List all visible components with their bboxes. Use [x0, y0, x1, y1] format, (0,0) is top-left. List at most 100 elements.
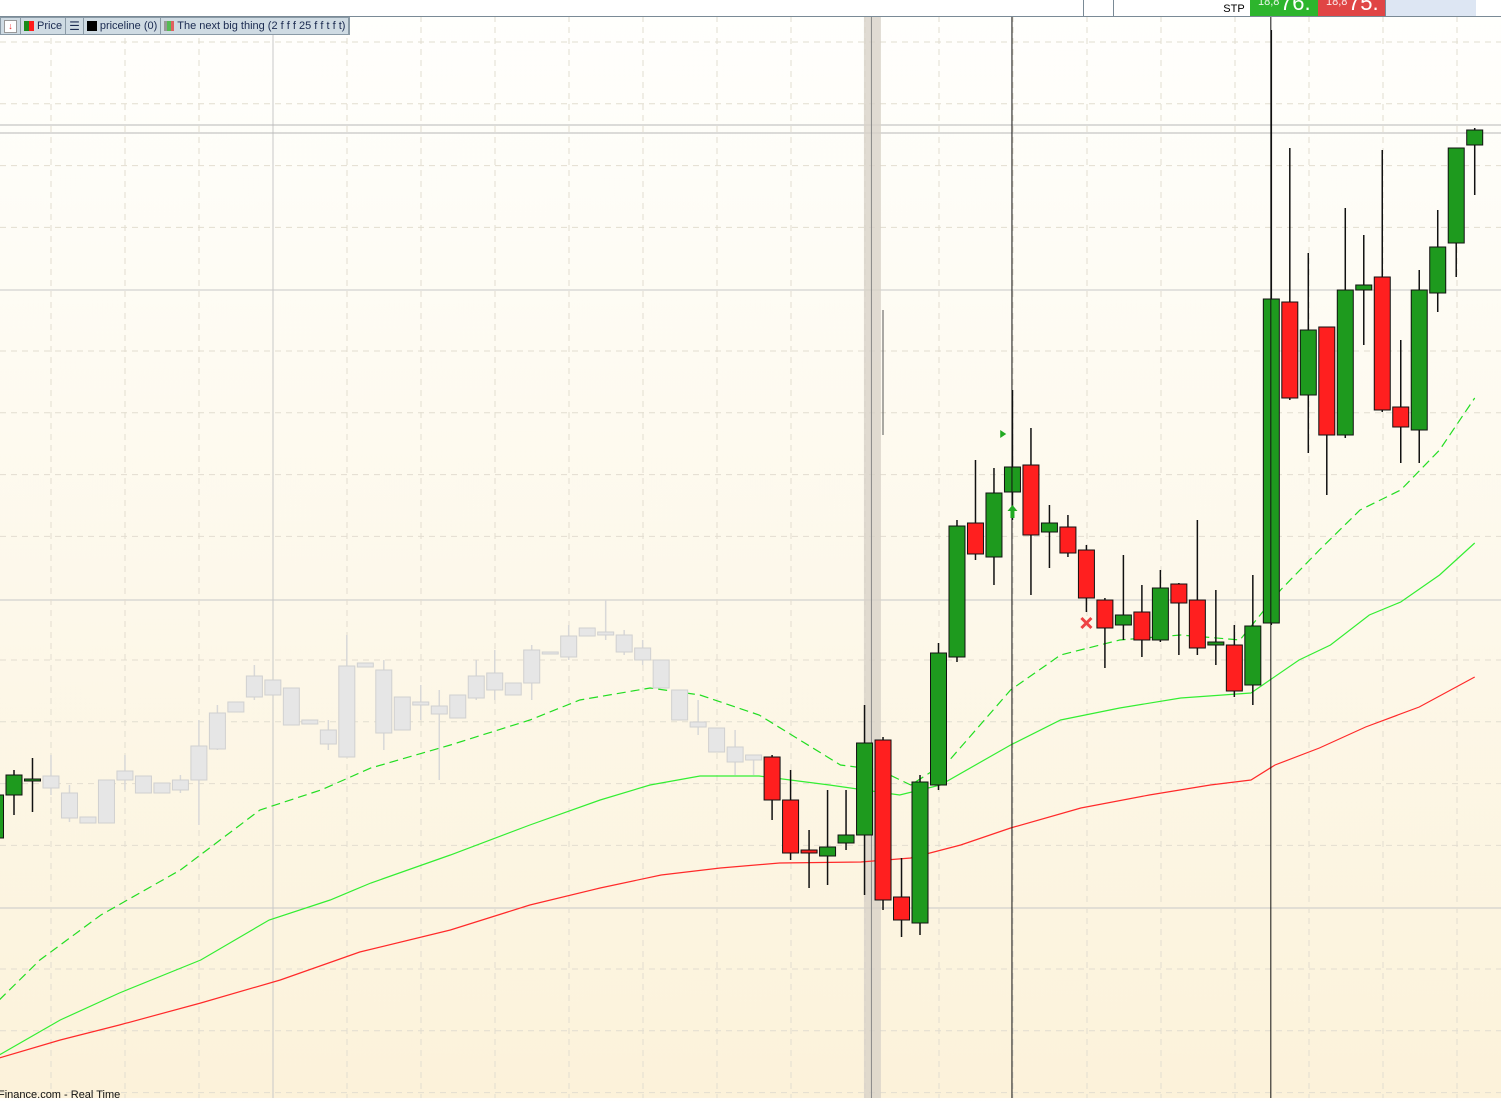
- multi-swatch-icon: [164, 21, 175, 31]
- arrow-down-icon: ↓: [4, 19, 17, 33]
- candle-body: [689, 721, 707, 728]
- toolbar-panel[interactable]: [1385, 0, 1476, 16]
- candle-body: [874, 739, 892, 901]
- candle-body: [0, 794, 5, 839]
- candle-body: [1188, 599, 1206, 649]
- top-toolbar: STP 18,8 76. 18,8 75.: [0, 0, 1501, 17]
- candle-body: [966, 522, 984, 555]
- candle-body: [190, 745, 208, 781]
- legend-item-priceline[interactable]: priceline (0): [84, 18, 162, 34]
- candle-body: [227, 701, 245, 713]
- candle-body: [153, 782, 171, 794]
- candle-body: [578, 627, 596, 637]
- candle-body: [597, 631, 615, 636]
- candle-body: [615, 634, 633, 653]
- moving-average-line-1: [0, 542, 1476, 1056]
- candle-body: [837, 834, 855, 844]
- candle-body: [282, 687, 300, 726]
- candle-body: [1429, 246, 1447, 294]
- candle-body: [245, 675, 263, 698]
- indicator-list-button[interactable]: ☰: [66, 18, 84, 34]
- buy-button[interactable]: 18,8 75.: [1318, 0, 1385, 16]
- candle-body: [1040, 522, 1058, 533]
- candle-body: [652, 659, 670, 689]
- candle-body: [948, 525, 966, 658]
- candle-body: [930, 652, 947, 786]
- moving-average-line-0: [0, 397, 1476, 1001]
- collapse-legend-button[interactable]: ↓: [1, 18, 21, 34]
- candle-body: [467, 675, 485, 699]
- candle-body: [356, 662, 374, 668]
- candle-body: [1373, 276, 1391, 411]
- order-type-label: STP: [1223, 3, 1245, 15]
- candle-body: [375, 669, 393, 734]
- candle-body: [23, 778, 41, 782]
- candle-body: [985, 492, 1003, 558]
- candle-body: [171, 779, 189, 791]
- list-icon: ☰: [69, 19, 80, 33]
- candle-body: [60, 792, 78, 819]
- candle-body: [911, 781, 929, 924]
- bid-value: 76.: [1280, 0, 1311, 15]
- ask-prefix: 18,8: [1326, 0, 1348, 8]
- black-swatch-icon: [86, 21, 97, 31]
- candle-body: [430, 705, 448, 715]
- candle-body: [1170, 583, 1188, 604]
- candle-body: [97, 779, 115, 824]
- candle-body: [745, 754, 763, 761]
- candle-body: [634, 647, 652, 661]
- candle-body: [1077, 549, 1095, 599]
- sell-cross-icon: [1080, 616, 1093, 630]
- legend-label: priceline (0): [99, 20, 158, 32]
- price-swatch-icon: [24, 21, 34, 31]
- candle-body: [763, 756, 781, 801]
- legend-item-indicator[interactable]: The next big thing (2 f f f 25 f f t f t…: [161, 18, 350, 34]
- legend-label: Price: [37, 20, 63, 32]
- candle-body: [1114, 614, 1132, 626]
- candle-body: [1133, 611, 1151, 641]
- candle-body: [671, 689, 689, 721]
- bid-prefix: 18,8: [1258, 0, 1280, 8]
- candle-body: [541, 651, 559, 655]
- candle-body: [79, 816, 97, 824]
- candle-body: [819, 846, 837, 857]
- candle-body: [1318, 326, 1336, 436]
- candle-body: [1096, 599, 1114, 629]
- candle-body: [301, 719, 319, 725]
- candle-body: [856, 742, 874, 836]
- quantity-field[interactable]: [1113, 0, 1219, 16]
- moving-average-line-2: [0, 676, 1475, 1059]
- candle-body: [134, 775, 152, 794]
- candle-body: [1392, 406, 1410, 428]
- candle-body: [726, 746, 744, 763]
- candle-body: [1225, 644, 1243, 692]
- candle-body: [1207, 641, 1225, 646]
- candle-body: [560, 635, 578, 658]
- candle-body: [1281, 301, 1299, 399]
- highlight-band: [863, 16, 881, 1098]
- candle-body: [412, 701, 430, 706]
- candle-body: [782, 799, 800, 854]
- candle-body: [208, 712, 226, 750]
- candle-body: [1466, 129, 1484, 146]
- candle-body: [338, 665, 356, 758]
- chart-legend: ↓ Price ☰ priceline (0) The next big thi…: [0, 17, 351, 35]
- candle-body: [1336, 289, 1354, 436]
- candle-body: [523, 649, 541, 684]
- candle-body: [1059, 526, 1077, 554]
- buy-triangle-icon: [1000, 430, 1007, 438]
- ask-value: 75.: [1348, 0, 1379, 15]
- sell-button[interactable]: 18,8 76.: [1250, 0, 1318, 16]
- candle-body: [504, 682, 522, 696]
- toolbar-button[interactable]: [1083, 0, 1114, 16]
- candle-body: [1022, 464, 1040, 536]
- candle-body: [393, 696, 411, 731]
- arrow-up-icon: [1007, 505, 1018, 518]
- candle-body: [1244, 625, 1262, 686]
- candle-body: [1355, 284, 1373, 291]
- candle-body: [116, 770, 134, 781]
- candle-body: [1410, 289, 1428, 431]
- legend-item-price[interactable]: Price: [21, 18, 67, 34]
- candle-body: [893, 896, 911, 921]
